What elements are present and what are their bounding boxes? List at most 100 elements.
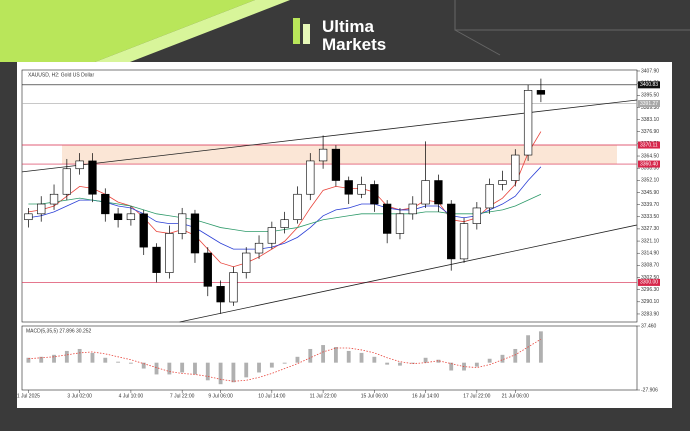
level-tag — [638, 81, 660, 89]
y-tick-label: 3327.30 — [641, 226, 659, 232]
x-tick-label: 3 Jul 02:00 — [67, 393, 92, 399]
macd-tick-label: -27.906 — [641, 387, 658, 393]
brand-name: Markets — [322, 35, 386, 54]
x-tick-label: 11 Jul 22:00 — [310, 393, 337, 399]
macd-bar — [538, 331, 543, 363]
candle-body — [24, 213, 33, 221]
y-tick-label: 3407.90 — [641, 68, 659, 74]
macd-bar — [372, 356, 377, 363]
level-label: 3360.40 — [640, 161, 658, 167]
trend-line — [179, 224, 638, 323]
macd-bar — [423, 357, 428, 363]
level-tag — [638, 141, 660, 149]
y-tick-label: 3364.50 — [641, 153, 659, 159]
macd-bar — [398, 362, 402, 366]
macd-bar — [128, 362, 133, 364]
candle-body — [88, 160, 97, 195]
candle-body — [229, 272, 238, 303]
logo-icon — [293, 18, 300, 44]
candle-body — [203, 252, 212, 287]
macd-bar — [513, 348, 518, 363]
x-tick-label: 15 Jul 06:00 — [361, 393, 388, 399]
y-tick-label: 3352.10 — [641, 178, 659, 184]
level-tag — [638, 278, 660, 286]
macd-bar — [308, 348, 313, 363]
candle-body — [293, 193, 302, 221]
macd-bar — [282, 362, 287, 364]
level-tag — [638, 160, 660, 168]
x-tick-label: 7 Jul 22:00 — [170, 393, 195, 399]
candle-body — [536, 90, 546, 95]
y-tick-label: 3395.50 — [641, 93, 659, 99]
candle-body — [165, 233, 174, 273]
trend-line — [21, 99, 638, 173]
x-tick-label: 1 Jul 2025 — [17, 393, 40, 399]
brand-stripe — [95, 0, 290, 62]
candle-body — [152, 246, 161, 273]
level-label: 3370.11 — [640, 142, 658, 148]
candle-body — [242, 252, 251, 273]
candle-body — [318, 148, 328, 162]
y-tick-label: 3345.90 — [641, 190, 659, 196]
candle-body — [434, 180, 443, 205]
macd-bar — [77, 348, 82, 363]
y-tick-label: 3389.30 — [641, 105, 659, 111]
candle-body — [408, 203, 417, 215]
candle-body — [190, 213, 200, 254]
chart-panel — [17, 62, 672, 408]
y-tick-label: 3308.70 — [641, 263, 659, 269]
candle-body — [331, 148, 341, 181]
candle-body — [344, 180, 353, 195]
ma-line — [28, 131, 542, 268]
candle-body — [472, 207, 481, 224]
macd-bar — [487, 358, 492, 363]
macd-bar — [167, 362, 172, 375]
level-tag — [638, 100, 660, 108]
x-tick-label: 17 Jul 22:00 — [463, 393, 490, 399]
brand-name: Ultima — [322, 17, 375, 36]
logo-icon — [303, 24, 310, 44]
macd-bar — [141, 362, 146, 369]
macd-bar — [257, 362, 261, 373]
macd-bar — [64, 350, 69, 363]
macd-tick-label: 37.460 — [641, 323, 657, 329]
macd-bar — [500, 354, 505, 363]
macd-bar — [449, 362, 454, 371]
candle-body — [280, 219, 289, 228]
macd-bar — [474, 362, 479, 367]
ma-line — [28, 166, 542, 250]
level-label: 3400.83 — [640, 82, 658, 88]
macd-frame — [21, 325, 638, 391]
y-tick-label: 3296.30 — [641, 287, 659, 293]
level-label: 3391.27 — [640, 101, 658, 107]
candle-body — [254, 242, 264, 254]
x-tick-label: 16 Jul 14:00 — [412, 393, 439, 399]
y-tick-label: 3321.10 — [641, 238, 659, 244]
macd-bar — [436, 359, 441, 363]
y-tick-label: 3314.90 — [641, 251, 659, 257]
candle-body — [421, 180, 430, 205]
macd-title: MACD(5,35,5) 27.896 30.252 — [26, 328, 92, 334]
brand-stripe — [0, 0, 255, 62]
chart-title: XAUUSD, H2: Gold US Dollar — [28, 72, 94, 78]
decor-line — [454, 29, 501, 56]
macd-signal — [28, 338, 542, 382]
macd-bar — [410, 362, 415, 364]
candle-body — [101, 193, 110, 215]
macd-bar — [90, 352, 95, 363]
macd-bar — [39, 356, 44, 363]
macd-bar — [359, 352, 364, 363]
candle-body — [511, 154, 520, 181]
candle-body — [447, 203, 456, 260]
candle-body — [62, 168, 71, 195]
macd-bar — [193, 362, 197, 375]
candle-body — [178, 213, 187, 234]
candle-body — [357, 184, 366, 195]
x-tick-label: 21 Jul 06:00 — [502, 393, 529, 399]
x-tick-label: 9 Jul 06:00 — [208, 393, 233, 399]
x-tick-label: 4 Jul 10:00 — [119, 393, 144, 399]
macd-bar — [321, 345, 326, 363]
y-tick-label: 3302.50 — [641, 275, 659, 281]
macd-bar — [154, 362, 159, 375]
